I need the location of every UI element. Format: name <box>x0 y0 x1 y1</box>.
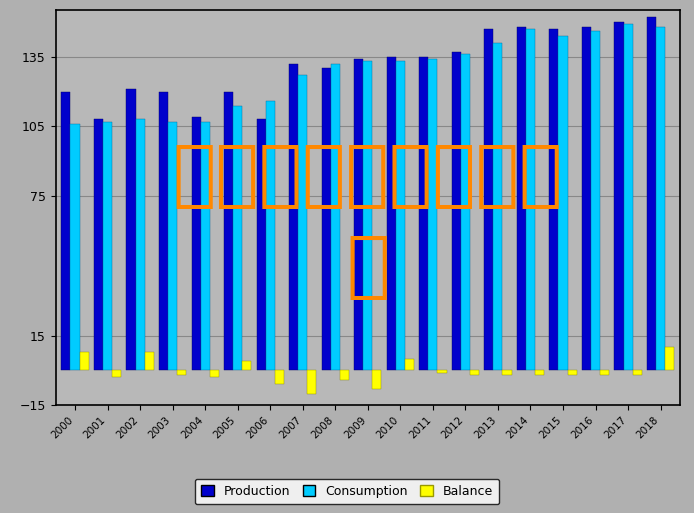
Bar <box>289 64 298 370</box>
Bar <box>591 31 600 370</box>
Bar <box>550 29 559 370</box>
Bar <box>623 24 633 370</box>
Text: 道: 道 <box>346 232 389 302</box>
Bar <box>307 370 316 393</box>
Bar <box>656 27 665 370</box>
Bar <box>144 352 154 370</box>
Bar <box>647 17 656 370</box>
Bar <box>135 120 144 370</box>
Bar <box>600 370 609 375</box>
Bar <box>614 22 623 370</box>
Bar <box>192 117 201 370</box>
Bar <box>298 75 307 370</box>
Bar <box>452 52 461 370</box>
Bar <box>340 370 349 380</box>
Bar <box>526 29 535 370</box>
Bar <box>224 92 233 370</box>
Bar <box>126 89 135 370</box>
Bar <box>396 62 405 370</box>
Bar <box>419 57 428 370</box>
Bar <box>354 59 363 370</box>
Bar <box>177 370 186 375</box>
Bar <box>484 29 493 370</box>
Bar <box>559 36 568 370</box>
Bar <box>405 359 414 370</box>
Bar <box>387 57 396 370</box>
Bar <box>470 370 479 375</box>
Bar <box>517 27 526 370</box>
Bar <box>582 27 591 370</box>
Bar <box>363 62 373 370</box>
Bar <box>633 370 642 375</box>
Bar <box>568 370 577 375</box>
Bar <box>321 68 331 370</box>
Bar <box>428 59 437 370</box>
Legend: Production, Consumption, Balance: Production, Consumption, Balance <box>195 479 499 504</box>
Text: 道家的经典著作有，: 道家的经典著作有， <box>173 142 563 211</box>
Bar <box>103 122 112 370</box>
Bar <box>112 370 121 378</box>
Bar <box>493 43 502 370</box>
Bar <box>275 370 284 384</box>
Bar <box>257 120 266 370</box>
Bar <box>94 120 103 370</box>
Bar <box>71 124 80 370</box>
Bar <box>210 370 219 378</box>
Bar <box>80 352 89 370</box>
Bar <box>502 370 511 375</box>
Bar <box>159 92 168 370</box>
Bar <box>461 54 470 370</box>
Bar <box>201 122 210 370</box>
Bar <box>61 92 71 370</box>
Bar <box>266 101 275 370</box>
Bar <box>331 64 340 370</box>
Bar <box>535 370 544 375</box>
Bar <box>168 122 177 370</box>
Bar <box>242 361 251 370</box>
Bar <box>665 347 675 370</box>
Bar <box>373 370 382 389</box>
Bar <box>437 370 446 373</box>
Bar <box>233 106 242 370</box>
